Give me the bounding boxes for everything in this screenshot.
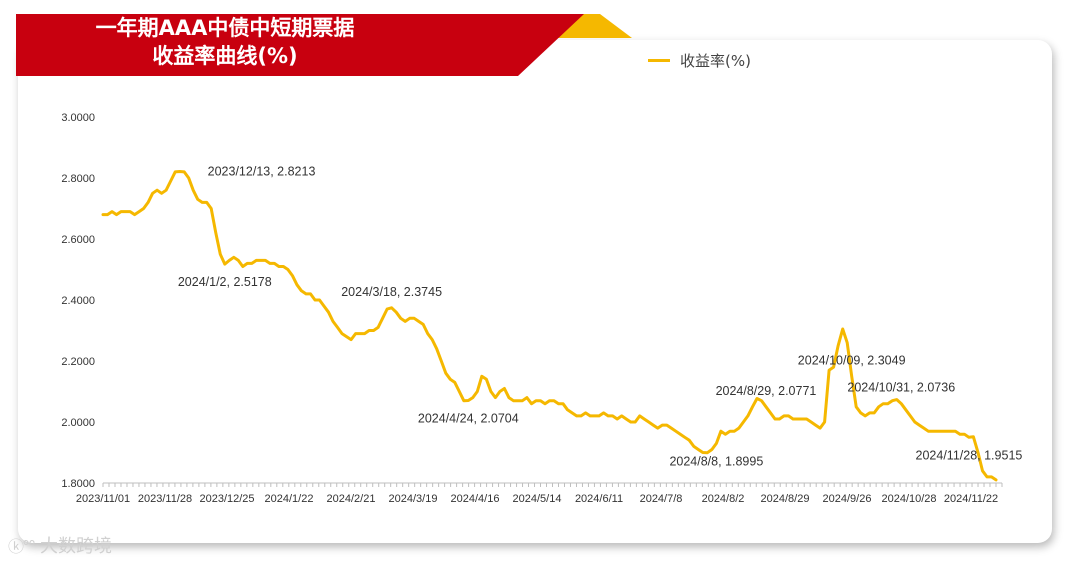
title-banner — [16, 14, 632, 76]
x-tick-label: 2024/8/29 — [761, 493, 810, 505]
y-tick-label: 2.8000 — [61, 173, 95, 185]
chart-panel — [18, 40, 1052, 543]
x-tick-label: 2024/11/22 — [944, 493, 998, 505]
x-tick-label: 2024/8/2 — [702, 493, 745, 505]
data-label: 2023/12/13, 2.8213 — [208, 165, 316, 179]
x-tick-label: 2024/1/22 — [265, 493, 314, 505]
series-line — [101, 170, 998, 482]
data-label: 2024/8/29, 2.0771 — [716, 384, 817, 398]
y-tick-label: 2.6000 — [61, 234, 95, 246]
y-tick-label: 2.2000 — [61, 356, 95, 368]
chart-title-line1: 一年期AAA中债中短期票据 — [95, 16, 355, 40]
data-label: 2024/1/2, 2.5178 — [178, 275, 272, 289]
legend: 收益率(%) — [648, 50, 751, 71]
x-tick-label: 2024/6/11 — [575, 493, 623, 505]
chart-title: 一年期AAA中债中短期票据 收益率曲线(%) — [60, 14, 390, 70]
y-tick-label: 2.0000 — [61, 417, 95, 429]
y-tick-label: 2.4000 — [61, 295, 95, 307]
data-label: 2024/10/31, 2.0736 — [847, 381, 955, 395]
watermark-logo-icon: ⓚ°° — [8, 537, 36, 556]
data-label: 2024/3/18, 2.3745 — [341, 285, 442, 299]
x-tick-label: 2024/10/28 — [881, 493, 936, 505]
data-label: 2024/10/09, 2.3049 — [798, 353, 906, 367]
banner-red — [16, 14, 584, 76]
chart-title-line2: 收益率曲线(%) — [152, 44, 298, 68]
y-tick-label: 3.0000 — [61, 112, 95, 124]
x-tick-label: 2024/7/8 — [640, 493, 683, 505]
x-tick-label: 2024/3/19 — [389, 493, 438, 505]
legend-swatch — [648, 59, 670, 62]
watermark-text: 大数跨境 — [40, 536, 113, 557]
watermark: ⓚ°° 大数跨境 — [8, 532, 112, 558]
y-tick-label: 1.8000 — [61, 478, 95, 490]
x-tick-label: 2023/11/01 — [76, 493, 130, 505]
legend-label: 收益率(%) — [680, 52, 751, 70]
x-tick-label: 2023/11/28 — [138, 493, 192, 505]
data-label: 2024/8/8, 1.8995 — [669, 454, 763, 468]
x-tick-label: 2024/4/16 — [451, 493, 500, 505]
x-tick-label: 2024/9/26 — [823, 493, 872, 505]
x-tick-label: 2023/12/25 — [199, 493, 254, 505]
data-label: 2024/4/24, 2.0704 — [418, 412, 519, 426]
data-label: 2024/11/28, 1.9515 — [916, 448, 1023, 462]
x-tick-label: 2024/2/21 — [327, 493, 376, 505]
x-tick-label: 2024/5/14 — [513, 493, 562, 505]
